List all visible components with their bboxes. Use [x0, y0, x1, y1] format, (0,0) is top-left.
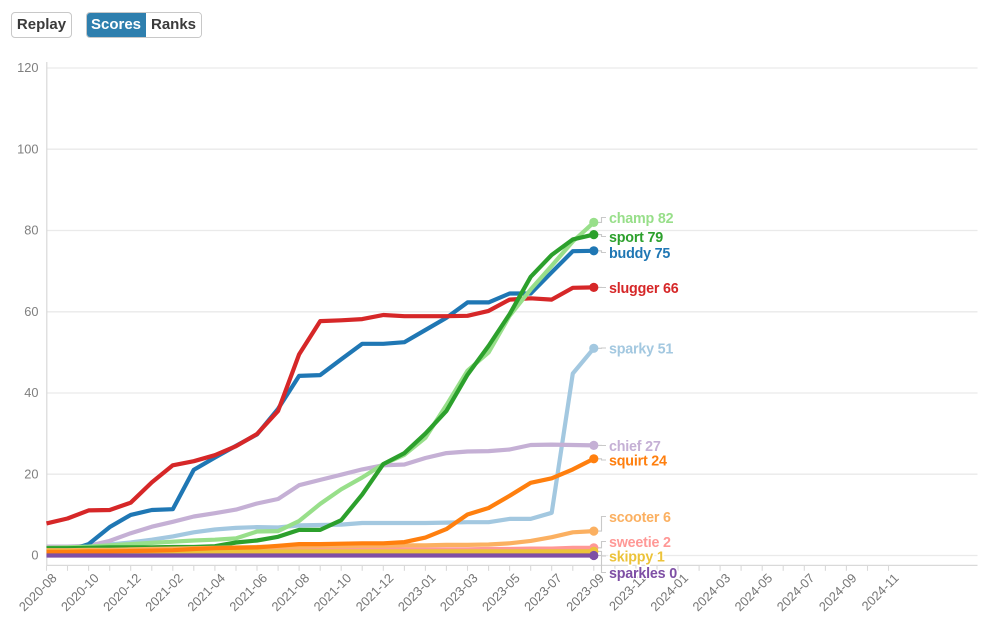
svg-text:2023-01: 2023-01 — [395, 570, 439, 614]
svg-text:2021-12: 2021-12 — [353, 570, 397, 614]
svg-text:chief 27: chief 27 — [609, 439, 661, 455]
svg-text:champ 82: champ 82 — [609, 211, 674, 227]
svg-text:2023-05: 2023-05 — [479, 570, 523, 614]
svg-text:2021-04: 2021-04 — [184, 570, 228, 614]
svg-text:20: 20 — [24, 466, 38, 481]
svg-text:sparky 51: sparky 51 — [609, 341, 673, 357]
svg-text:2023-03: 2023-03 — [437, 570, 481, 614]
svg-text:40: 40 — [24, 385, 38, 400]
svg-text:2021-10: 2021-10 — [311, 570, 355, 614]
svg-text:120: 120 — [17, 60, 38, 75]
svg-text:2023-09: 2023-09 — [563, 570, 607, 614]
svg-text:sparkles 0: sparkles 0 — [609, 566, 677, 582]
svg-text:60: 60 — [24, 304, 38, 319]
svg-text:2024-05: 2024-05 — [732, 570, 776, 614]
svg-text:2024-09: 2024-09 — [816, 570, 860, 614]
svg-text:2021-06: 2021-06 — [226, 570, 270, 614]
svg-text:80: 80 — [24, 223, 38, 238]
svg-text:scooter 6: scooter 6 — [609, 510, 671, 526]
svg-text:buddy 75: buddy 75 — [609, 246, 670, 262]
svg-text:0: 0 — [31, 548, 38, 563]
svg-text:2020-10: 2020-10 — [58, 570, 102, 614]
svg-text:2024-03: 2024-03 — [689, 570, 733, 614]
svg-text:2020-08: 2020-08 — [16, 570, 60, 614]
svg-text:sport 79: sport 79 — [609, 230, 663, 246]
svg-text:sweetie 2: sweetie 2 — [609, 535, 671, 551]
svg-text:2021-02: 2021-02 — [142, 570, 186, 614]
svg-text:2021-08: 2021-08 — [268, 570, 312, 614]
svg-text:2024-11: 2024-11 — [858, 570, 901, 613]
svg-text:2024-07: 2024-07 — [774, 570, 818, 614]
svg-text:2023-07: 2023-07 — [521, 570, 565, 614]
svg-text:skippy 1: skippy 1 — [609, 549, 665, 565]
svg-text:2020-12: 2020-12 — [100, 570, 144, 614]
svg-text:slugger 66: slugger 66 — [609, 281, 679, 297]
svg-text:100: 100 — [17, 141, 38, 156]
svg-text:squirt 24: squirt 24 — [609, 453, 667, 469]
